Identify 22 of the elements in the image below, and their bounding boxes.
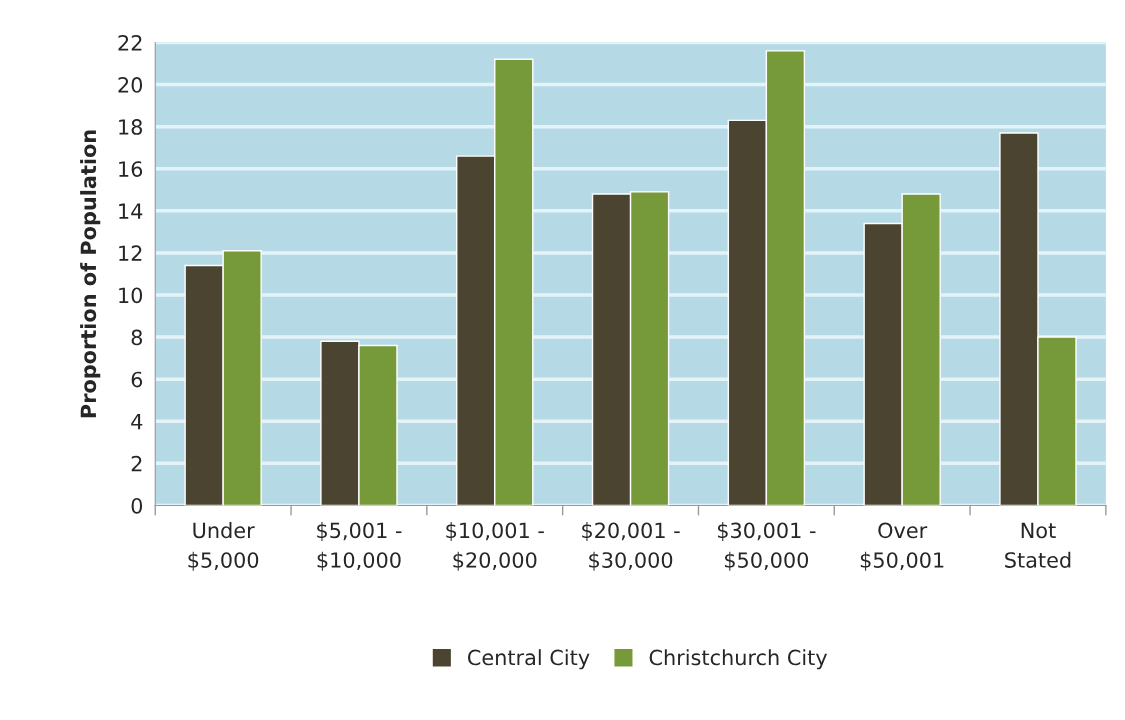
x-tick-label: Over $50,001 <box>860 522 944 571</box>
y-tick-label: 8 <box>131 329 143 346</box>
y-tick-label: 18 <box>119 119 143 135</box>
y-tick-label: 16 <box>119 161 143 177</box>
legend-label: Central City <box>467 649 590 670</box>
x-tick-label: Not Stated <box>1005 522 1071 568</box>
y-tick-label: 6 <box>131 371 143 388</box>
y-tick-label: 14 <box>119 203 143 219</box>
y-tick-label: 0 <box>131 497 143 514</box>
x-tick-label: Under $5,000 <box>188 522 259 571</box>
y-tick-label: 10 <box>119 287 143 304</box>
y-tick-label: 12 <box>119 245 142 261</box>
x-tick-label: $30,001 - $50,000 <box>717 522 816 571</box>
legend-label: Christchurch City <box>649 649 828 670</box>
y-tick-label: 4 <box>131 413 143 430</box>
y-tick-label: 2 <box>131 455 142 472</box>
y-tick-label: 22 <box>118 34 142 51</box>
y-tick-label: 20 <box>118 77 143 93</box>
x-tick-label: $10,001 - $20,000 <box>446 522 544 571</box>
x-tick-label: $20,001 - $30,000 <box>582 522 680 571</box>
x-tick-label: $5,001 - $10,000 <box>317 522 402 571</box>
y-axis-title: Proportion of Population <box>80 130 101 418</box>
